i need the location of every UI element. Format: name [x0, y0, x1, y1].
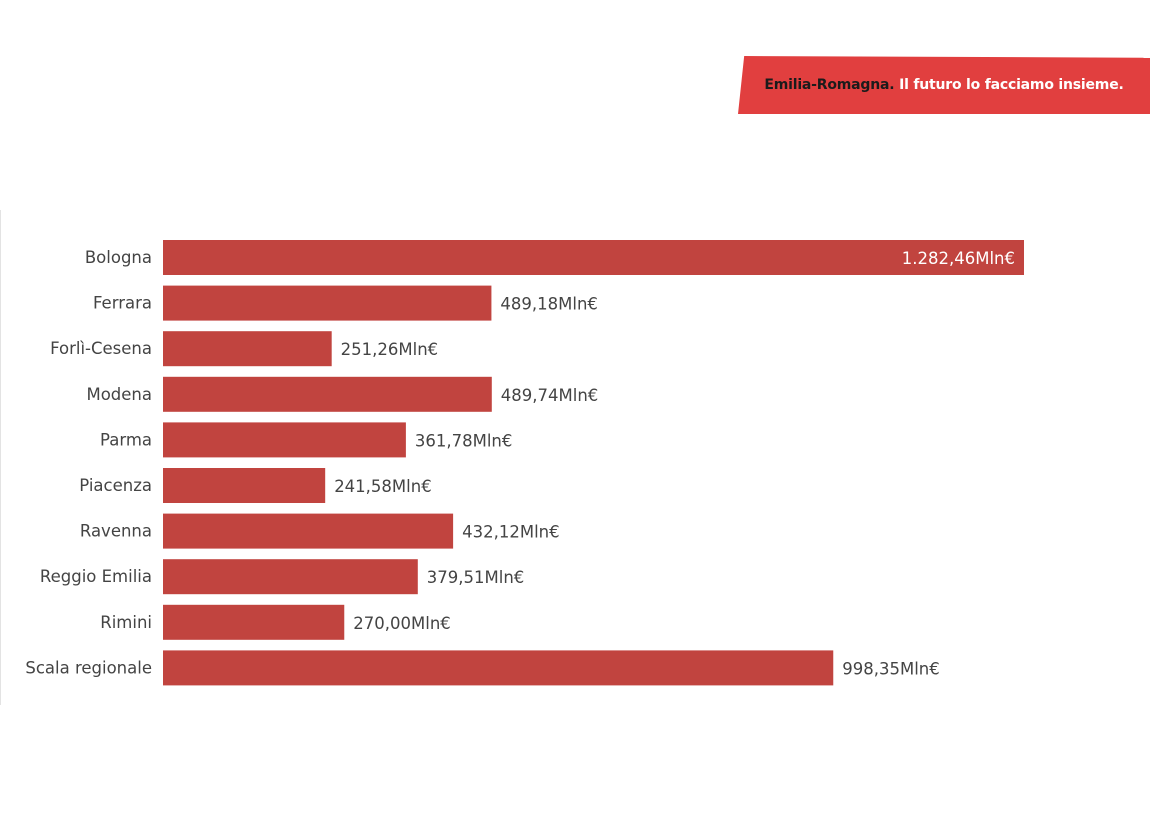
value-label-scala-regionale: 998,35Mln€ — [842, 659, 940, 678]
value-label-reggio-emilia: 379,51Mln€ — [427, 568, 525, 587]
bar-forl-cesena — [163, 331, 332, 367]
value-label-parma: 361,78Mln€ — [415, 431, 513, 450]
chart-left-border — [0, 210, 1, 705]
category-label-piacenza: Piacenza — [79, 476, 152, 495]
category-label-forl-cesena: Forlì-Cesena — [50, 339, 152, 358]
value-label-forl-cesena: 251,26Mln€ — [341, 340, 439, 359]
bar-rimini — [163, 604, 345, 640]
value-label-ferrara: 489,18Mln€ — [500, 295, 598, 314]
category-label-scala-regionale: Scala regionale — [25, 658, 152, 677]
bar-bologna — [163, 240, 1024, 275]
header-banner: Emilia-Romagna. Il futuro lo facciamo in… — [738, 56, 1150, 114]
banner-brand: Emilia-Romagna. — [764, 77, 895, 93]
bar-ravenna — [163, 513, 454, 549]
category-label-reggio-emilia: Reggio Emilia — [40, 567, 152, 586]
bar-modena — [163, 376, 492, 412]
bar-scala-regionale — [163, 650, 834, 686]
category-label-rimini: Rimini — [100, 613, 152, 632]
category-label-parma: Parma — [100, 430, 152, 449]
category-label-ferrara: Ferrara — [93, 294, 152, 313]
category-label-ravenna: Ravenna — [80, 522, 152, 541]
bar-reggio-emilia — [163, 559, 418, 595]
value-label-piacenza: 241,58Mln€ — [334, 477, 432, 496]
value-label-rimini: 270,00Mln€ — [353, 614, 451, 633]
banner-tagline: Il futuro lo facciamo insieme. — [899, 77, 1124, 93]
category-label-modena: Modena — [86, 385, 152, 404]
category-label-bologna: Bologna — [85, 248, 152, 267]
bar-ferrara — [163, 285, 492, 321]
bar-parma — [163, 422, 406, 458]
bar-piacenza — [163, 468, 326, 503]
value-label-bologna: 1.282,46Mln€ — [902, 249, 1015, 268]
value-label-modena: 489,74Mln€ — [501, 386, 599, 405]
value-label-ravenna: 432,12Mln€ — [462, 523, 560, 542]
